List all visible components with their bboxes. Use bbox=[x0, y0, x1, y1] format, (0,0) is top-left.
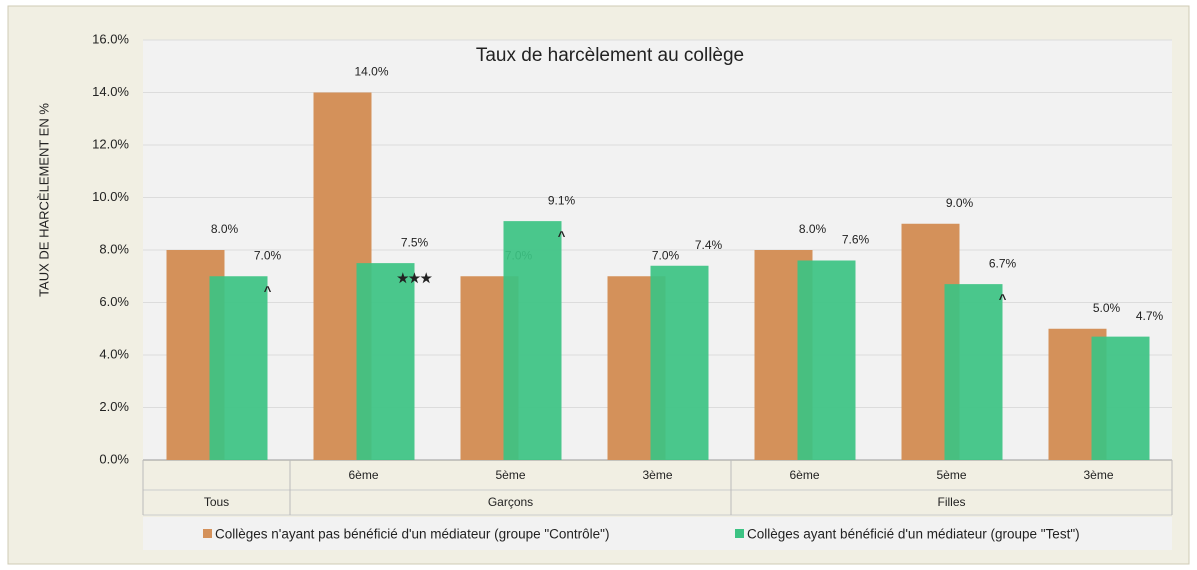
bar bbox=[356, 263, 415, 460]
significance-marker: ★★★ bbox=[397, 271, 432, 286]
bar bbox=[209, 276, 268, 460]
value-label: 4.7% bbox=[1136, 309, 1164, 323]
group-label: Garçons bbox=[488, 495, 533, 509]
x-tick-label: 5ème bbox=[495, 468, 525, 482]
bar bbox=[650, 265, 709, 460]
value-label: 7.6% bbox=[842, 233, 870, 247]
x-tick-label: 6ème bbox=[348, 468, 378, 482]
y-tick-label: 2.0% bbox=[99, 399, 129, 414]
legend-label: Collèges n'ayant pas bénéficié d'un médi… bbox=[215, 527, 609, 542]
bar bbox=[503, 221, 562, 460]
x-tick-label: 5ème bbox=[936, 468, 966, 482]
y-tick-label: 4.0% bbox=[99, 346, 129, 361]
value-label: 14.0% bbox=[354, 65, 388, 79]
y-tick-label: 16.0% bbox=[92, 31, 129, 46]
value-label: 8.0% bbox=[211, 222, 239, 236]
significance-marker: ^ bbox=[999, 292, 1007, 307]
legend-box bbox=[143, 517, 1172, 550]
chart-title: Taux de harcèlement au collège bbox=[476, 45, 744, 66]
legend-swatch bbox=[203, 529, 212, 538]
bar bbox=[944, 284, 1003, 460]
value-label: 9.1% bbox=[548, 193, 576, 207]
y-tick-label: 14.0% bbox=[92, 84, 129, 99]
value-label: 7.0% bbox=[652, 248, 680, 262]
value-label: 7.0% bbox=[254, 248, 282, 262]
significance-marker: ^ bbox=[264, 284, 272, 299]
y-axis-label: TAUX DE HARCÈLEMENT EN % bbox=[36, 103, 51, 297]
value-label: 7.5% bbox=[401, 235, 429, 249]
y-tick-label: 0.0% bbox=[99, 451, 129, 466]
group-label: Filles bbox=[937, 495, 965, 509]
x-tick-label: 3ème bbox=[642, 468, 672, 482]
group-label: Tous bbox=[204, 495, 229, 509]
value-label: 8.0% bbox=[799, 222, 827, 236]
y-tick-label: 6.0% bbox=[99, 294, 129, 309]
value-label: 5.0% bbox=[1093, 301, 1121, 315]
value-label: 7.4% bbox=[695, 238, 723, 252]
x-tick-label: 3ème bbox=[1083, 468, 1113, 482]
legend-label: Collèges ayant bénéficié d'un médiateur … bbox=[747, 527, 1080, 542]
value-label: 9.0% bbox=[946, 196, 974, 210]
y-tick-label: 8.0% bbox=[99, 241, 129, 256]
y-tick-label: 10.0% bbox=[92, 189, 129, 204]
y-tick-label: 12.0% bbox=[92, 136, 129, 151]
x-tick-label: 6ème bbox=[789, 468, 819, 482]
value-label: 6.7% bbox=[989, 256, 1017, 270]
bar bbox=[1091, 336, 1150, 460]
legend-swatch bbox=[735, 529, 744, 538]
bar bbox=[797, 260, 856, 460]
significance-marker: ^ bbox=[558, 229, 566, 244]
